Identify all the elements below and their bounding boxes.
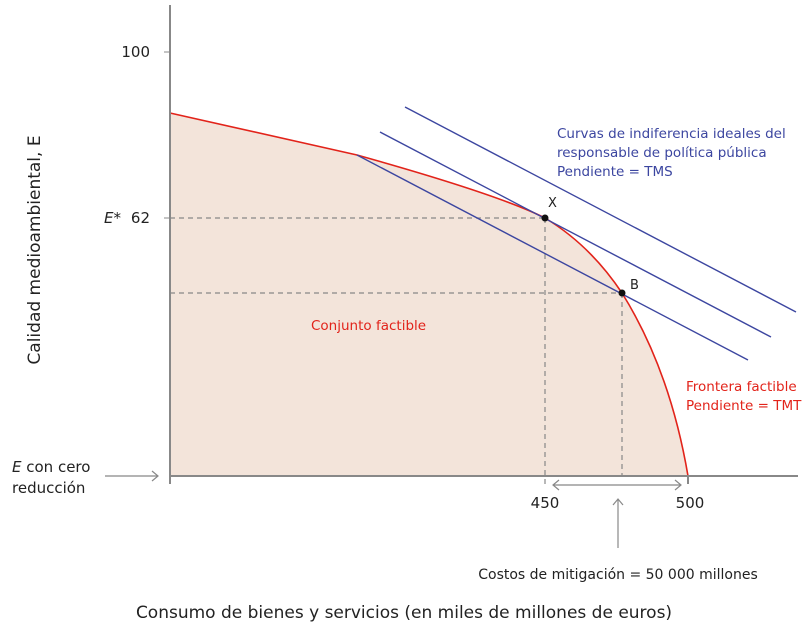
indifference-label-2: responsable de política pública: [557, 145, 767, 161]
feasible-frontier: [169, 112, 689, 477]
mitigation-label: Costos de mitigación = 50 000 millones: [478, 567, 758, 583]
baseline-label: E con cero: [12, 458, 90, 476]
mitigation-arrow-right-head: [674, 479, 682, 491]
region-label: Conjunto factible: [311, 318, 426, 334]
mitigation-pointer-head: [612, 498, 624, 506]
indifference-curve-3: [356, 154, 749, 361]
y-tick-prefix-estar: E*: [104, 209, 121, 227]
y-axis-label: Calidad medioambiental, E: [25, 135, 45, 364]
x-tick-label-450: 450: [531, 494, 560, 512]
frontier-label-1: Frontera factible: [686, 379, 797, 395]
y-tick-label-100: 100: [121, 43, 150, 61]
mitigation-arrow-left-head: [552, 479, 560, 491]
indifference-label-1: Curvas de indiferencia ideales del: [557, 126, 786, 142]
y-tick-label-62: 62: [131, 209, 150, 227]
feasible-set-area: [170, 113, 688, 476]
baseline-label-line2: reducción: [12, 479, 85, 497]
x-axis-label: Consumo de bienes y servicios (en miles …: [136, 603, 672, 623]
point-x: [541, 214, 549, 222]
indifference-curve-2: [379, 131, 772, 338]
point-x-label: X: [548, 196, 557, 211]
x-tick-label-500: 500: [676, 494, 705, 512]
point-b: [618, 289, 626, 297]
indifference-curve-1: [404, 106, 797, 313]
indifference-label-3: Pendiente = TMS: [557, 164, 673, 180]
point-b-label: B: [630, 278, 639, 293]
baseline-arrow-head: [151, 470, 159, 482]
frontier-label-2: Pendiente = TMT: [686, 398, 802, 414]
